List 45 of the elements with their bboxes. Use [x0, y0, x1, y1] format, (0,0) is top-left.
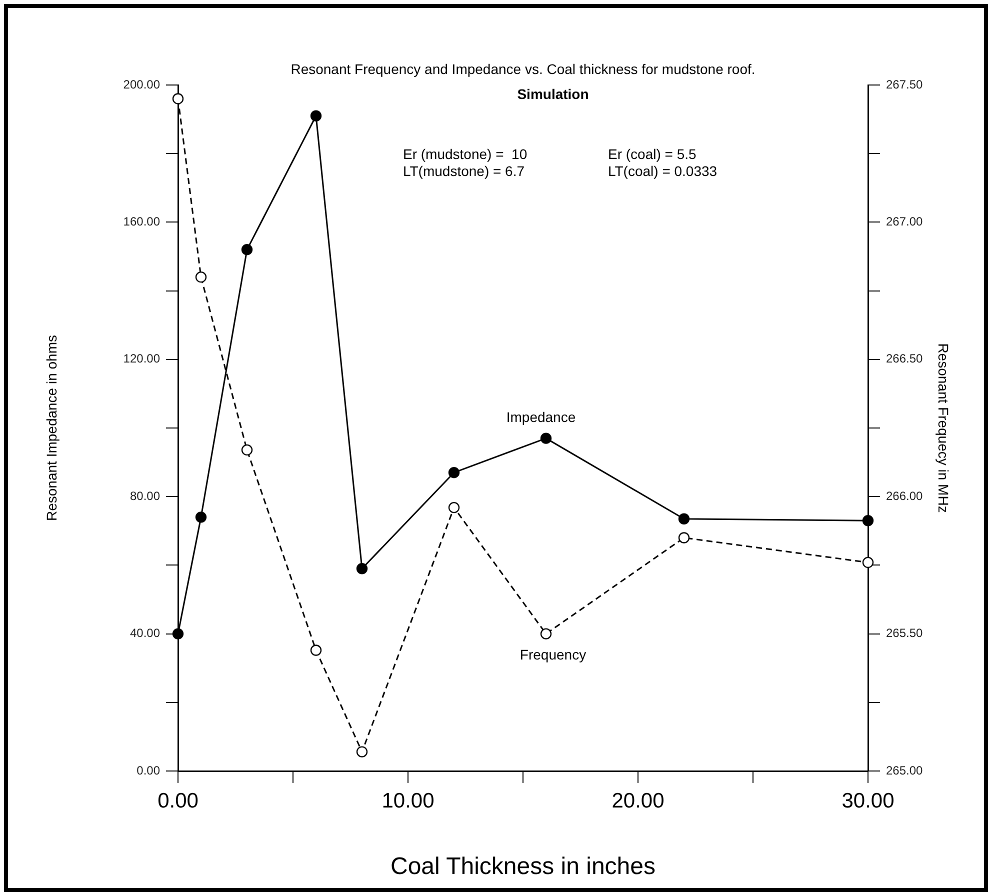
point: [678, 532, 690, 544]
point: [448, 502, 460, 514]
x-tick-label: 10.00: [382, 789, 434, 812]
y2-tick-label: 266.00: [886, 488, 924, 503]
x-axis-title: Coal Thickness in inches: [390, 853, 656, 880]
y-tick-label: 160.00: [123, 214, 160, 229]
point: [862, 556, 874, 568]
x-tick-label: 30.00: [842, 789, 894, 812]
x-tick-label: 0.00: [158, 789, 198, 812]
y-axis-title: Resonant Impedance in ohms: [43, 335, 60, 521]
y-tick-label: 200.00: [123, 77, 160, 92]
y2-tick-label: 267.00: [886, 214, 924, 229]
chart-subtitle: Simulation: [517, 86, 589, 102]
x-tick-label: 20.00: [612, 789, 664, 812]
annotation: Er (coal) = 5.5: [608, 146, 697, 162]
point: [540, 628, 552, 640]
y2-tick-label: 267.50: [886, 77, 924, 92]
point: [448, 466, 460, 478]
y-tick-label: 80.00: [130, 488, 160, 503]
y2-tick-label: 265.50: [886, 626, 924, 640]
point: [172, 93, 184, 104]
point: [241, 244, 253, 256]
annotation: LT(coal) = 0.0333: [608, 162, 718, 179]
point: [356, 563, 368, 574]
annotation: LT(mudstone) = 6.7: [403, 162, 525, 179]
chart-title: Resonant Frequency and Impedance vs. Coal thickness for mudstone roof.: [290, 60, 756, 77]
y2-tick-label: 266.50: [886, 352, 924, 366]
point: [862, 515, 874, 526]
y-tick-label: 0.00: [136, 763, 160, 778]
y-tick-label: 40.00: [130, 626, 160, 640]
point: [195, 512, 207, 523]
point: [195, 271, 207, 283]
point: [241, 444, 253, 456]
point: [540, 432, 552, 444]
y-tick-label: 120.00: [123, 352, 160, 366]
point: [172, 628, 184, 640]
series-label: Frequency: [520, 646, 586, 663]
point: [310, 110, 322, 122]
series-label: Impedance: [506, 409, 576, 426]
point: [310, 644, 322, 656]
point: [678, 513, 690, 524]
point: [356, 746, 368, 758]
annotation: Er (mudstone) = 10: [403, 146, 528, 162]
y2-tick-label: 265.00: [886, 763, 924, 778]
y2-axis-title: Resonant Frequecy in MHz: [936, 343, 952, 513]
